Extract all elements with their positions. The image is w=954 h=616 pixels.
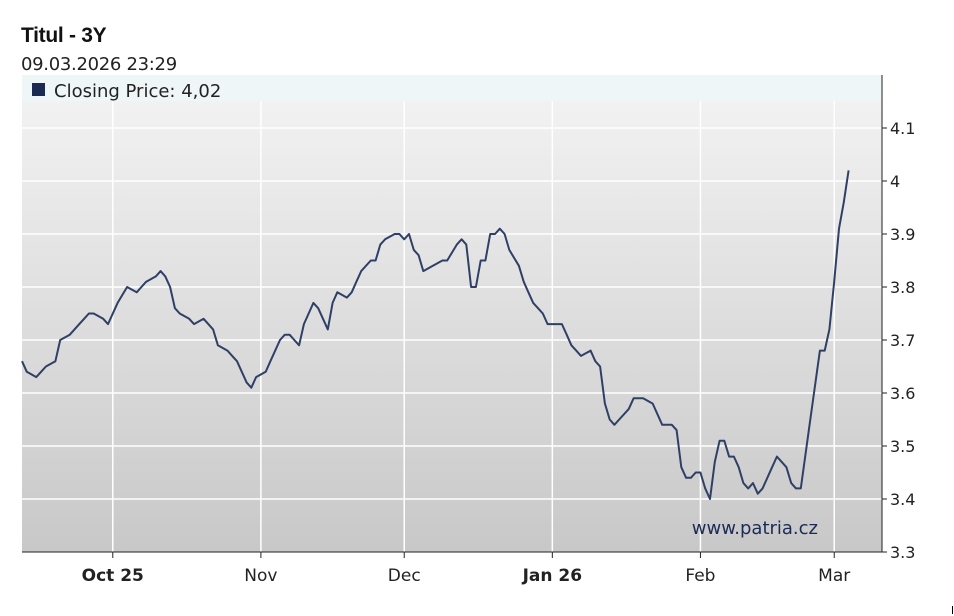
legend-swatch — [32, 83, 45, 96]
closing-price-series-line — [21, 170, 850, 500]
legend-label: Closing Price: 4,02 — [54, 81, 221, 102]
y-tick-label: 3.7 — [890, 331, 915, 350]
plot-area — [22, 75, 882, 552]
chart-timestamp: 09.03.2026 23:29 — [21, 54, 177, 75]
x-tick-label: Jan 26 — [522, 566, 582, 586]
legend-band — [22, 75, 882, 101]
y-tick-label: 3.6 — [890, 384, 915, 403]
y-tick-label: 3.8 — [890, 278, 915, 297]
y-tick-label: 4 — [890, 172, 900, 191]
x-axis-ticks: Oct 25 Nov Dec Jan 26 Feb Mar — [82, 552, 850, 586]
x-tick-label: Nov — [244, 566, 277, 586]
y-axis-ticks: 3.3 3.4 3.5 3.6 3.7 3.8 3.9 4 4.1 — [882, 119, 915, 562]
y-tick-label: 3.3 — [890, 543, 915, 562]
y-tick-label: 3.9 — [890, 225, 915, 244]
y-tick-label: 3.4 — [890, 490, 915, 509]
x-gridlines — [112, 101, 835, 552]
x-tick-label: Dec — [388, 566, 421, 586]
chart-title: Titul - 3Y — [21, 24, 107, 47]
y-tick-label: 3.5 — [890, 437, 915, 456]
y-tick-label: 4.1 — [890, 119, 915, 138]
x-tick-label: Mar — [818, 566, 850, 586]
watermark-text: www.patria.cz — [692, 518, 818, 539]
x-tick-label: Oct 25 — [82, 566, 144, 586]
corner-mark — [952, 606, 953, 614]
x-tick-label: Feb — [685, 566, 715, 586]
y-gridlines — [22, 127, 882, 500]
